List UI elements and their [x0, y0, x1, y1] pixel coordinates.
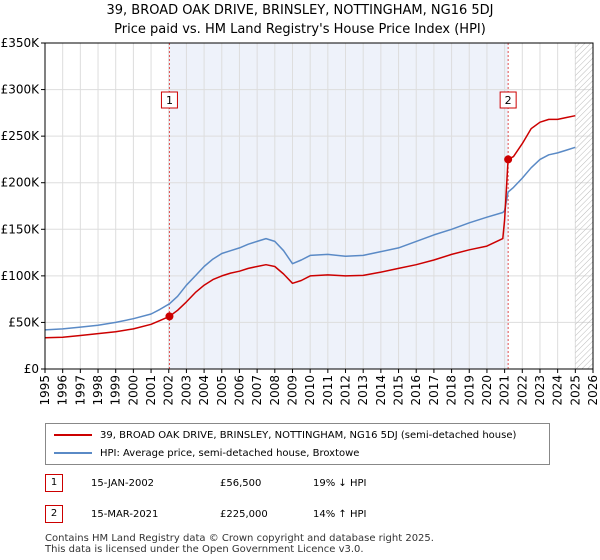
x-tick-label: 1998 — [91, 375, 105, 406]
x-tick-label: 2015 — [392, 375, 406, 406]
y-tick-label: £250K — [1, 129, 41, 143]
forecast-hatch — [575, 43, 593, 369]
y-tick-label: £50K — [8, 315, 40, 329]
legend-hpi: HPI: Average price, semi-detached house,… — [54, 445, 359, 463]
x-tick-label: 2013 — [356, 375, 370, 406]
chart-title: 39, BROAD OAK DRIVE, BRINSLEY, NOTTINGHA… — [0, 1, 600, 39]
x-tick-label: 1995 — [38, 375, 52, 406]
sale-hpi-diff: 19% ↓ HPI — [313, 478, 367, 489]
y-tick-label: £0 — [24, 362, 39, 376]
legend-hpi-swatch — [54, 452, 92, 454]
x-tick-label: 2023 — [533, 375, 547, 406]
title-address: 39, BROAD OAK DRIVE, BRINSLEY, NOTTINGHA… — [106, 3, 494, 18]
legend-hpi-label: HPI: Average price, semi-detached house,… — [100, 448, 360, 459]
x-tick-label: 2011 — [321, 375, 335, 406]
x-tick-label: 2019 — [462, 375, 476, 406]
sale-number-badge: 1 — [45, 474, 63, 492]
legend-price-paid-label: 39, BROAD OAK DRIVE, BRINSLEY, NOTTINGHA… — [100, 430, 517, 441]
footer-credits: Contains HM Land Registry data © Crown c… — [45, 533, 585, 555]
sale-date: 15-MAR-2021 — [91, 509, 159, 520]
x-tick-label: 2000 — [126, 375, 140, 406]
sale-point — [504, 155, 513, 164]
x-tick-label: 2001 — [144, 375, 158, 406]
sale-price: £56,500 — [220, 478, 262, 489]
plot-frame — [44, 42, 594, 370]
y-tick-label: £100K — [1, 269, 41, 283]
x-tick-label: 2006 — [232, 375, 246, 406]
y-tick-label: £200K — [1, 176, 41, 190]
footer-line-2: This data is licensed under the Open Gov… — [45, 544, 364, 555]
x-tick-label: 2017 — [427, 375, 441, 406]
x-tick-label: 1999 — [109, 375, 123, 406]
x-tick-label: 1997 — [73, 375, 87, 406]
sale-row-1: 1 15-JAN-2002 £56,500 19% ↓ HPI — [45, 474, 375, 494]
y-tick-label: £300K — [1, 83, 41, 97]
x-tick-label: 2004 — [197, 375, 211, 406]
x-tick-label: 2020 — [480, 375, 494, 406]
x-tick-label: 2009 — [285, 375, 299, 406]
x-tick-label: 2005 — [215, 375, 229, 406]
x-tick-label: 1996 — [56, 375, 70, 406]
x-tick-label: 2022 — [515, 375, 529, 406]
hpi-series-line — [44, 146, 576, 331]
x-tick-label: 2003 — [179, 375, 193, 406]
footer-line-1: Contains HM Land Registry data © Crown c… — [45, 533, 434, 544]
sale-number-badge: 2 — [45, 505, 63, 523]
sale-label: 1 — [166, 94, 173, 107]
x-tick-label: 2012 — [339, 375, 353, 406]
x-tick-label: 2010 — [303, 375, 317, 406]
x-tick-label: 2008 — [268, 375, 282, 406]
title-subtitle: Price paid vs. HM Land Registry's House … — [114, 22, 486, 37]
x-tick-label: 2016 — [409, 375, 423, 406]
sale-row-2: 2 15-MAR-2021 £225,000 14% ↑ HPI — [45, 505, 375, 525]
x-tick-label: 2021 — [498, 375, 512, 406]
y-tick-label: £350K — [1, 36, 41, 50]
x-tick-label: 2007 — [250, 375, 264, 406]
sale-price: £225,000 — [220, 509, 268, 520]
legend-price-paid: 39, BROAD OAK DRIVE, BRINSLEY, NOTTINGHA… — [54, 427, 516, 445]
sale-date: 15-JAN-2002 — [91, 478, 155, 489]
chart-legend: 39, BROAD OAK DRIVE, BRINSLEY, NOTTINGHA… — [45, 423, 550, 465]
sale-hpi-diff: 14% ↑ HPI — [313, 509, 367, 520]
sale-point — [165, 312, 174, 321]
x-tick-label: 2014 — [374, 375, 388, 406]
sale-label-box — [499, 91, 517, 109]
shaded-period — [169, 43, 509, 369]
legend-price-paid-swatch — [54, 434, 92, 436]
y-tick-label: £150K — [1, 222, 41, 236]
x-tick-label: 2002 — [162, 375, 176, 406]
x-tick-label: 2025 — [568, 375, 582, 406]
sale-label: 2 — [505, 94, 512, 107]
x-tick-label: 2024 — [551, 375, 565, 406]
x-tick-label: 2018 — [445, 375, 459, 406]
x-tick-label: 2026 — [586, 375, 600, 406]
sale-label-box — [160, 91, 178, 109]
